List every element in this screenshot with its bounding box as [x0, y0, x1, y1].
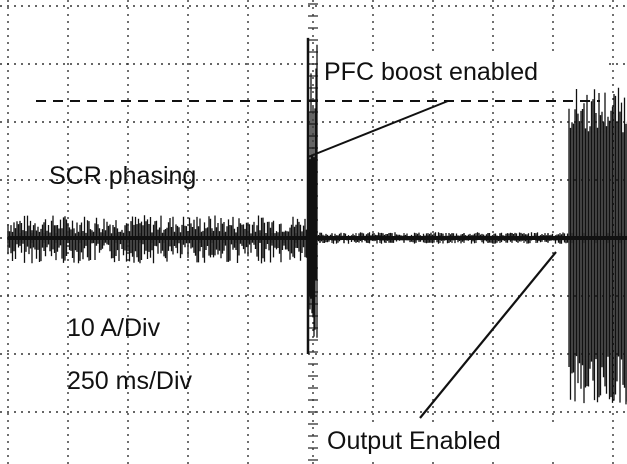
output-leader-line [419, 251, 557, 419]
amplitude-scale-label: 10 A/Div [67, 314, 161, 342]
current-trace [7, 37, 627, 405]
pfc-boost-label: PFC boost enabled [324, 58, 538, 86]
time-scale-label: 250 ms/Div [67, 367, 193, 395]
output-enabled-label: Output Enabled [327, 427, 501, 455]
scr-phasing-label: SCR phasing [49, 162, 196, 190]
pfc-leader-line [307, 100, 449, 158]
